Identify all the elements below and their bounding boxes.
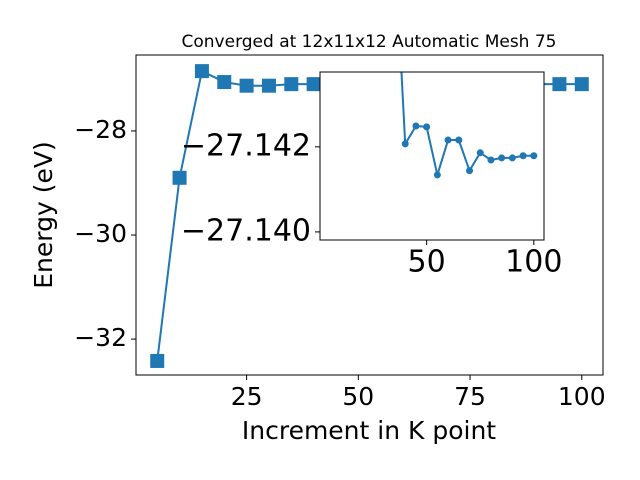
x-tick-label: 50 <box>408 245 446 280</box>
marker <box>423 123 431 131</box>
marker <box>476 149 484 157</box>
plot-area <box>320 72 544 240</box>
x-tick-label: 75 <box>454 382 486 411</box>
x-tick-label: 100 <box>558 382 606 411</box>
marker <box>519 152 527 160</box>
marker <box>530 152 538 160</box>
x-axis-label: Increment in K point <box>242 416 496 445</box>
marker <box>284 77 299 92</box>
y-tick-label: −27.142 <box>181 128 311 163</box>
y-tick-label: −28 <box>74 115 127 144</box>
x-tick-label: 100 <box>505 245 562 280</box>
marker <box>455 136 463 144</box>
marker <box>552 77 567 92</box>
chart-title: Converged at 12x11x12 Automatic Mesh 75 <box>182 32 557 52</box>
marker <box>194 64 209 79</box>
marker <box>401 140 409 148</box>
marker <box>574 77 589 92</box>
marker <box>487 156 495 164</box>
axes-frame <box>135 54 604 376</box>
marker <box>444 136 452 144</box>
marker <box>261 78 276 93</box>
marker <box>433 171 441 179</box>
marker <box>172 170 187 185</box>
marker <box>150 353 165 368</box>
series-group <box>400 72 538 179</box>
y-tick-label: −30 <box>74 219 127 248</box>
axes-frame <box>319 71 545 241</box>
marker <box>498 154 506 162</box>
x-tick-label: 50 <box>342 382 374 411</box>
y-tick-label: −32 <box>74 323 127 352</box>
x-tick-label: 25 <box>231 382 263 411</box>
y-axis-label: Energy (eV) <box>29 141 58 288</box>
y-tick-label: −27.140 <box>181 213 311 248</box>
marker <box>466 167 474 175</box>
marker <box>306 77 321 92</box>
marker <box>412 122 420 130</box>
marker <box>508 154 516 162</box>
marker <box>217 75 232 90</box>
marker <box>239 78 254 93</box>
